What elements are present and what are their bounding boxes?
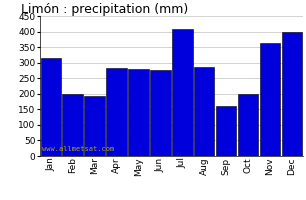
Bar [84,96,105,156]
Bar [238,94,258,156]
Bar [62,94,83,156]
Bar [194,67,215,156]
Bar [150,70,170,156]
Bar [216,106,236,156]
Text: www.allmetsat.com: www.allmetsat.com [43,146,115,152]
Bar [106,68,127,156]
Bar [260,43,280,156]
Text: Limón : precipitation (mm): Limón : precipitation (mm) [21,3,188,16]
Bar [128,69,149,156]
Bar [282,32,302,156]
Bar [172,29,192,156]
Bar [41,58,61,156]
